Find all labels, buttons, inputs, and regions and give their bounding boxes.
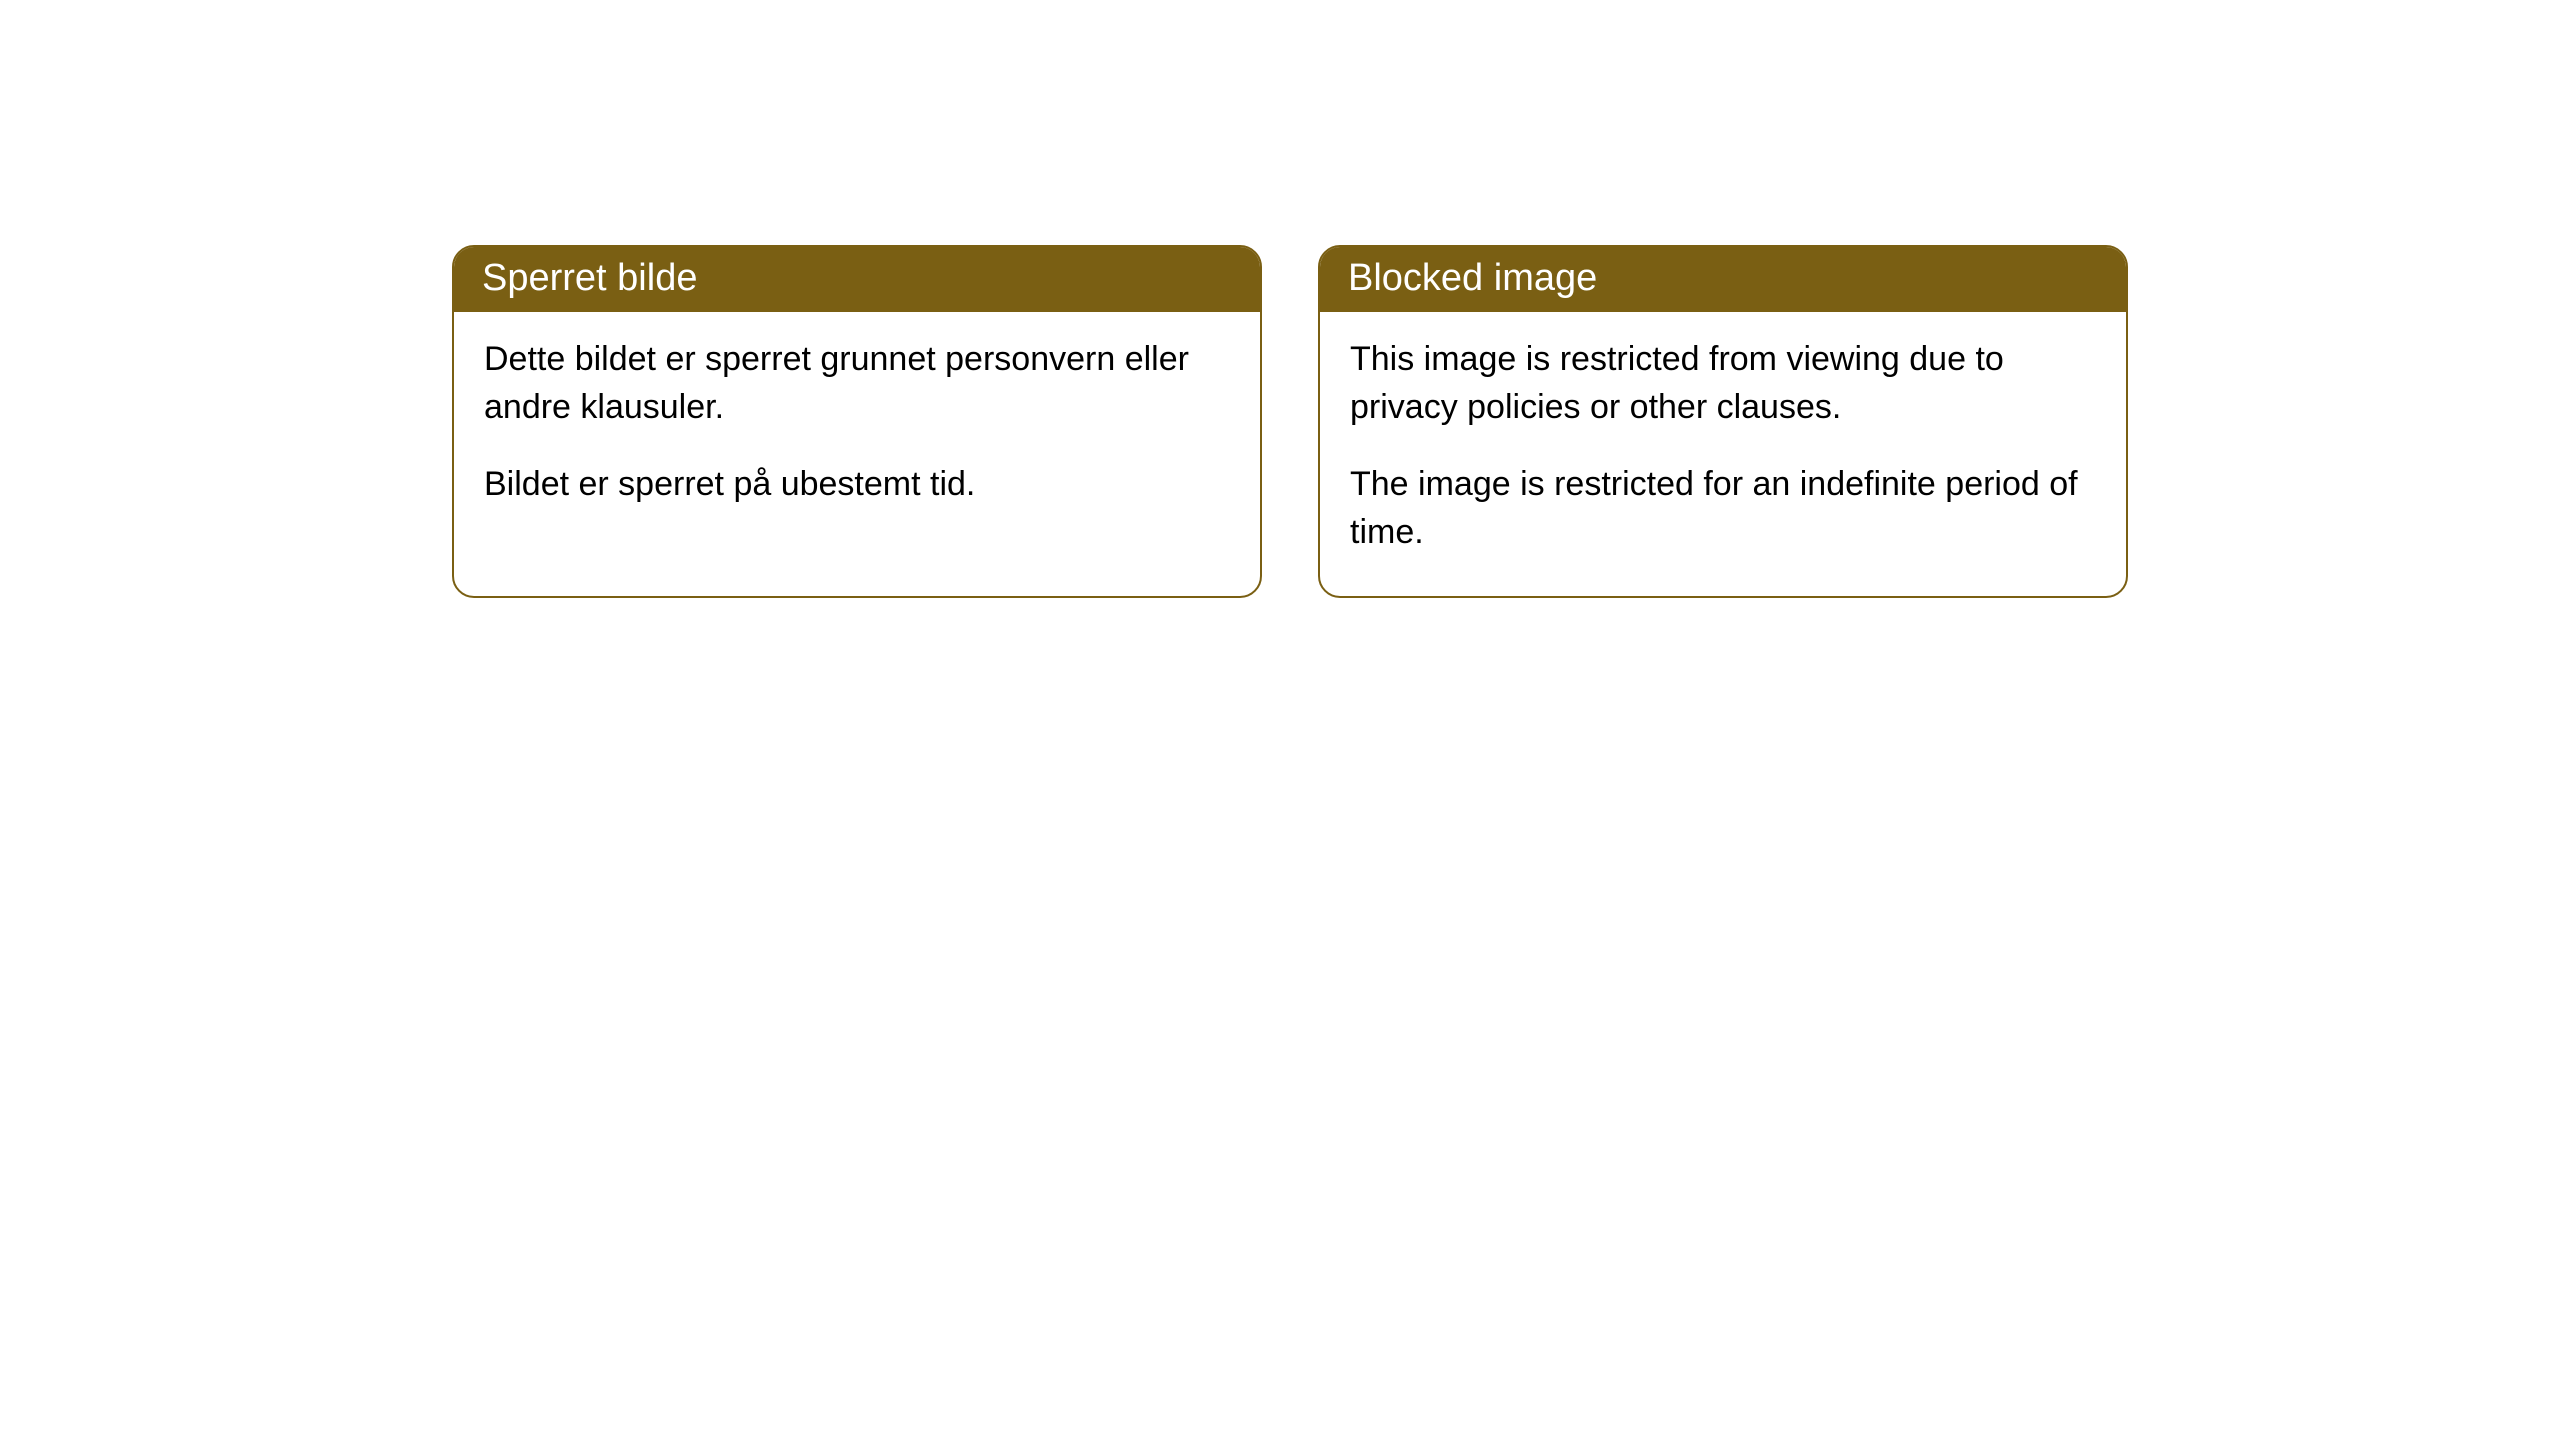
blocked-image-card-english: Blocked image This image is restricted f… <box>1318 245 2128 598</box>
cards-container: Sperret bilde Dette bildet er sperret gr… <box>0 0 2560 598</box>
card-body: Dette bildet er sperret grunnet personve… <box>454 312 1260 549</box>
blocked-image-card-norwegian: Sperret bilde Dette bildet er sperret gr… <box>452 245 1262 598</box>
card-paragraph: Dette bildet er sperret grunnet personve… <box>484 336 1230 431</box>
card-paragraph: This image is restricted from viewing du… <box>1350 336 2096 431</box>
card-body: This image is restricted from viewing du… <box>1320 312 2126 596</box>
card-header: Sperret bilde <box>454 247 1260 312</box>
card-paragraph: Bildet er sperret på ubestemt tid. <box>484 461 1230 509</box>
card-header: Blocked image <box>1320 247 2126 312</box>
card-paragraph: The image is restricted for an indefinit… <box>1350 461 2096 556</box>
